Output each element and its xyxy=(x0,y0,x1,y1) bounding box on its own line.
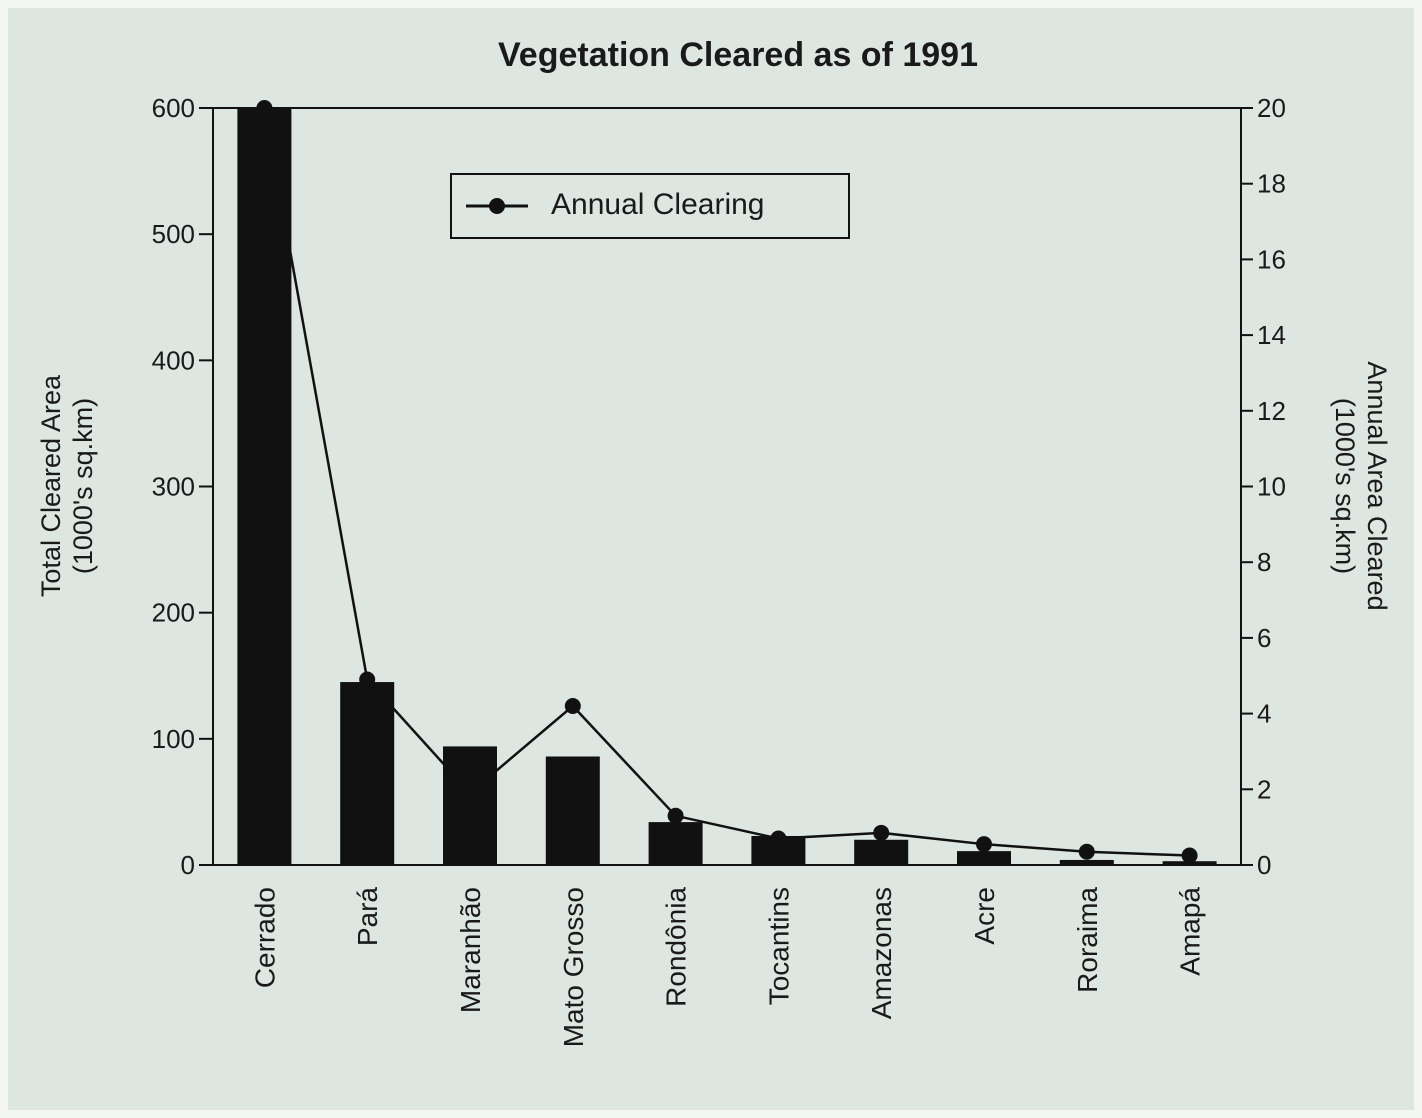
bar-8 xyxy=(1059,859,1114,865)
x-axis: Cerrado Pará Maranhão Mato Grosso Rondônia To… xyxy=(249,887,1205,1048)
category-label-8: Roraima xyxy=(1072,887,1103,993)
legend-label: Annual Clearing xyxy=(551,188,764,221)
right-tick-label-8: 16 xyxy=(1257,244,1286,274)
bar-0 xyxy=(237,108,292,865)
right-tick-label-0: 0 xyxy=(1257,850,1271,880)
right-tick-label-5: 10 xyxy=(1257,472,1286,502)
annual-clearing-point-4 xyxy=(667,807,684,824)
right-tick-label-4: 8 xyxy=(1257,547,1271,577)
legend-marker-icon xyxy=(489,198,505,214)
left-tick-label-5: 500 xyxy=(152,219,195,249)
bar-6 xyxy=(854,839,909,865)
annual-clearing-point-2 xyxy=(462,785,478,802)
bar-4 xyxy=(648,822,703,865)
right-axis-label-line1: Annual Area Cleared xyxy=(1362,361,1392,610)
left-tick-label-3: 300 xyxy=(152,472,195,502)
left-axis: 0 100 200 300 400 500 600 xyxy=(152,93,213,880)
right-tick-label-10: 20 xyxy=(1257,93,1286,123)
chart-title: Vegetation Cleared as of 1991 xyxy=(498,36,978,74)
right-tick-label-3: 6 xyxy=(1257,623,1271,653)
bar-1 xyxy=(340,682,395,865)
category-label-1: Pará xyxy=(352,887,383,947)
category-label-6: Amazonas xyxy=(866,887,897,1019)
right-tick-label-7: 14 xyxy=(1257,320,1286,350)
annual-clearing-point-7 xyxy=(976,836,992,853)
bar-3 xyxy=(545,756,600,865)
annual-clearing-point-3 xyxy=(564,698,581,715)
right-tick-label-1: 2 xyxy=(1257,774,1271,804)
bar-series xyxy=(237,108,1217,865)
left-axis-label-line2: (1000's sq.km) xyxy=(68,398,98,574)
category-label-0: Cerrado xyxy=(249,887,280,988)
annual-clearing-point-5 xyxy=(770,830,787,847)
annual-clearing-point-9 xyxy=(1181,847,1198,864)
left-axis-label-line1: Total Cleared Area xyxy=(36,374,66,597)
chart-svg: Vegetation Cleared as of 1991 0100200300… xyxy=(36,36,1392,1048)
left-tick-label-1: 100 xyxy=(152,724,195,754)
legend: Annual Clearing xyxy=(450,173,850,239)
right-axis: 0 2 4 6 8 10 12 14 16 18 20 xyxy=(1241,93,1286,880)
category-label-3: Mato Grosso xyxy=(558,887,589,1047)
left-axis-label: Total Cleared Area (1000's sq.km) xyxy=(36,374,98,597)
right-tick-label-9: 18 xyxy=(1257,169,1286,199)
annual-clearing-point-8 xyxy=(1078,843,1095,860)
right-tick-label-6: 12 xyxy=(1257,396,1286,426)
chart-figure: Vegetation Cleared as of 1991 0 100 200 300… xyxy=(8,8,1414,1110)
left-tick-label-0: 0 xyxy=(181,850,195,880)
right-tick-label-2: 4 xyxy=(1257,699,1271,729)
category-label-9: Amapá xyxy=(1175,887,1206,976)
annual-clearing-point-1 xyxy=(359,671,376,688)
annual-clearing-point-0 xyxy=(256,100,273,116)
left-tick-label-6: 600 xyxy=(152,93,195,123)
bar-2 xyxy=(443,746,497,865)
right-axis-label-line2: (1000's sq.km) xyxy=(1330,398,1360,574)
left-tick-label-4: 400 xyxy=(152,345,195,375)
category-label-2: Maranhão xyxy=(455,887,486,1013)
category-label-7: Acre xyxy=(969,887,1000,945)
left-tick-label-2: 200 xyxy=(152,598,195,628)
annual-clearing-series xyxy=(256,100,1198,864)
annual-clearing-point-6 xyxy=(873,824,890,841)
category-label-5: Tocantins xyxy=(763,887,794,1005)
category-label-4: Rondônia xyxy=(661,887,692,1007)
bar-7 xyxy=(957,851,1011,865)
annual-clearing-line xyxy=(263,107,1190,857)
right-axis-label: Annual Area Cleared (1000's sq.km) xyxy=(1330,361,1392,610)
